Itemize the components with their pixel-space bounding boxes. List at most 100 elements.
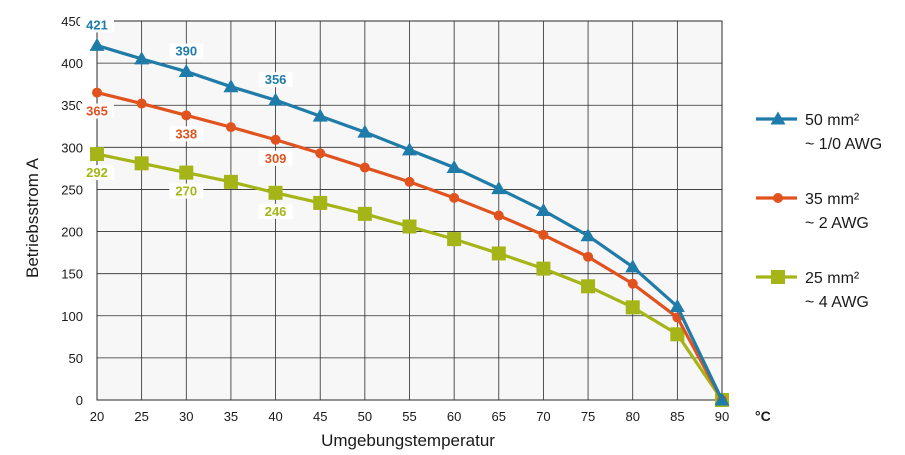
data-labels-layer: 421 390 356 365 338 309 292 270 246 xyxy=(80,17,293,219)
data-point xyxy=(538,229,549,240)
data-point xyxy=(134,156,149,171)
data-label: 338 xyxy=(175,126,197,141)
data-label-bg xyxy=(80,165,114,181)
data-label: 309 xyxy=(265,151,287,166)
x-tick-label: 45 xyxy=(313,409,327,424)
data-point xyxy=(404,176,415,187)
data-point xyxy=(627,278,638,289)
data-point xyxy=(402,219,417,234)
series-layer xyxy=(89,37,730,407)
data-point xyxy=(357,206,372,221)
data-point xyxy=(402,142,417,156)
data-point xyxy=(90,147,104,162)
data-point xyxy=(92,87,102,98)
x-axis-unit: °C xyxy=(755,408,771,424)
data-point xyxy=(583,251,594,262)
data-point xyxy=(89,37,105,51)
data-point xyxy=(178,64,194,78)
data-point xyxy=(447,232,462,247)
data-point xyxy=(223,79,239,93)
legend-label: 50 mm² xyxy=(805,112,860,129)
data-label: 270 xyxy=(175,184,197,199)
x-tick-label: 35 xyxy=(224,409,238,424)
data-point xyxy=(268,185,283,200)
x-axis-title: Umgebungstemperatur xyxy=(321,431,495,450)
y-tick-label: 150 xyxy=(61,267,83,282)
x-tick-label: 25 xyxy=(134,409,148,424)
y-tick-label: 50 xyxy=(69,351,83,366)
data-label-bg xyxy=(80,103,114,119)
x-tick-label: 70 xyxy=(536,409,550,424)
legend-label: 25 mm² xyxy=(805,270,860,287)
data-point xyxy=(359,162,370,173)
data-label-bg xyxy=(169,43,204,59)
data-point xyxy=(669,299,685,313)
data-label-bg xyxy=(169,126,204,142)
data-point xyxy=(714,392,730,406)
data-point xyxy=(179,165,194,180)
y-tick-label: 250 xyxy=(61,182,83,197)
data-label: 390 xyxy=(175,44,197,59)
data-point xyxy=(268,92,284,106)
x-tick-label: 65 xyxy=(492,409,506,424)
data-point xyxy=(136,98,147,109)
data-point xyxy=(134,51,150,65)
data-point xyxy=(535,203,551,216)
legend-marker xyxy=(770,111,786,125)
data-point xyxy=(446,160,462,174)
x-tick-label: 85 xyxy=(670,409,684,424)
legend-sublabel: ~ 1/0 AWG xyxy=(805,136,882,153)
data-label: 356 xyxy=(265,72,287,87)
x-tick-label: 75 xyxy=(581,409,595,424)
legend-marker xyxy=(773,193,783,203)
y-axis-title: Betriebsstrom A xyxy=(23,157,42,278)
y-tick-label: 0 xyxy=(76,393,83,408)
data-label-bg xyxy=(258,150,293,166)
data-point xyxy=(581,279,596,294)
x-tick-label: 80 xyxy=(625,409,639,424)
data-point xyxy=(493,210,504,221)
legend-sublabel: ~ 2 AWG xyxy=(805,215,869,232)
legend: 50 mm² ~ 1/0 AWG 35 mm² ~ 2 AWG 25 mm² ~ 4 AW… xyxy=(756,111,882,311)
x-tick-label: 30 xyxy=(179,409,193,424)
data-point xyxy=(491,246,506,261)
data-label-bg xyxy=(169,183,204,199)
data-point xyxy=(270,134,281,145)
data-point xyxy=(223,174,238,189)
data-point xyxy=(449,192,460,203)
data-point xyxy=(313,195,328,210)
data-label-bg xyxy=(258,72,293,88)
data-point xyxy=(580,228,596,242)
data-point xyxy=(357,124,373,138)
x-tick-label: 20 xyxy=(90,409,104,424)
y-tick-label: 400 xyxy=(61,56,83,71)
data-label-bg xyxy=(258,203,293,219)
data-point xyxy=(625,259,641,273)
x-tick-label: 50 xyxy=(358,409,372,424)
legend-label: 35 mm² xyxy=(805,191,860,208)
x-tick-label: 55 xyxy=(402,409,416,424)
x-tick-label: 40 xyxy=(268,409,282,424)
data-label: 365 xyxy=(86,104,108,119)
data-point xyxy=(225,122,236,133)
data-point xyxy=(315,148,326,159)
data-point xyxy=(670,327,685,342)
x-tick-label: 90 xyxy=(715,409,729,424)
y-tick-label: 100 xyxy=(61,309,83,324)
y-tick-label: 200 xyxy=(61,225,83,240)
legend-marker xyxy=(771,270,785,284)
x-tick-label: 60 xyxy=(447,409,461,424)
y-tick-label: 300 xyxy=(61,140,83,155)
axis-ticks: 20 25 30 35 40 45 50 55 60 65 70 75 80 85 90 0 50 100 150 2… xyxy=(61,14,729,424)
data-point xyxy=(181,110,192,121)
data-label: 246 xyxy=(265,204,287,219)
data-point xyxy=(536,261,551,276)
data-point xyxy=(312,108,328,122)
data-point xyxy=(491,181,507,195)
data-point xyxy=(625,300,640,315)
data-label: 292 xyxy=(86,165,108,180)
y-tick-label: 450 xyxy=(61,14,83,29)
legend-sublabel: ~ 4 AWG xyxy=(805,294,869,311)
data-label: 421 xyxy=(86,17,108,32)
